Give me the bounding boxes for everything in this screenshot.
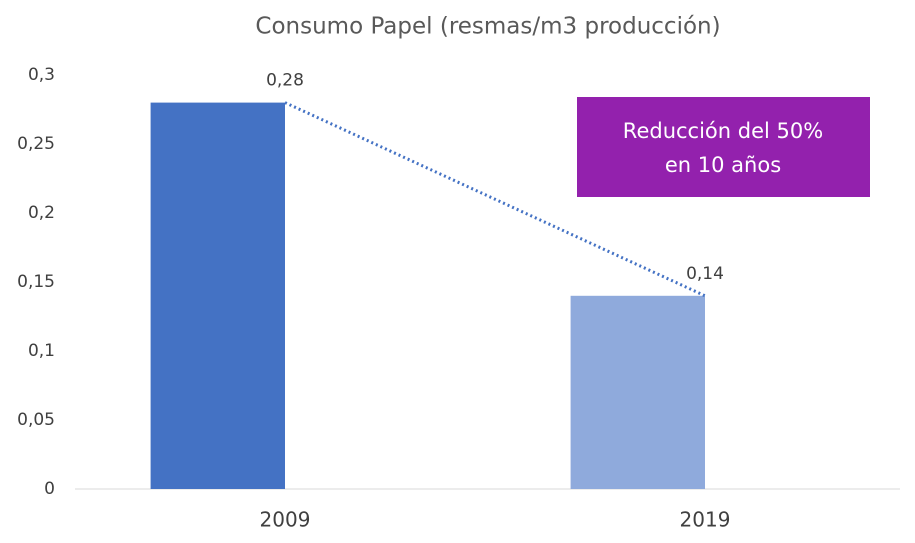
data-label: 0,28 xyxy=(266,71,304,91)
data-label: 0,14 xyxy=(686,264,724,284)
annotation-box xyxy=(577,97,870,197)
y-tick-label: 0,25 xyxy=(17,134,55,154)
chart-title: Consumo Papel (resmas/m3 producción) xyxy=(255,14,720,40)
annotation-text: Reducción del 50% xyxy=(623,119,823,143)
trendline xyxy=(284,101,706,298)
annotation-text: en 10 años xyxy=(665,153,781,177)
y-tick-label: 0,3 xyxy=(28,65,55,85)
y-tick-label: 0 xyxy=(44,479,55,499)
bar xyxy=(570,295,705,489)
y-tick-label: 0,15 xyxy=(17,272,55,292)
x-tick-label: 2009 xyxy=(260,508,311,532)
x-tick-label: 2019 xyxy=(680,508,731,532)
y-tick-label: 0,2 xyxy=(28,203,55,223)
y-tick-label: 0,05 xyxy=(17,410,55,430)
y-tick-label: 0,1 xyxy=(28,341,55,361)
bar xyxy=(150,102,285,489)
